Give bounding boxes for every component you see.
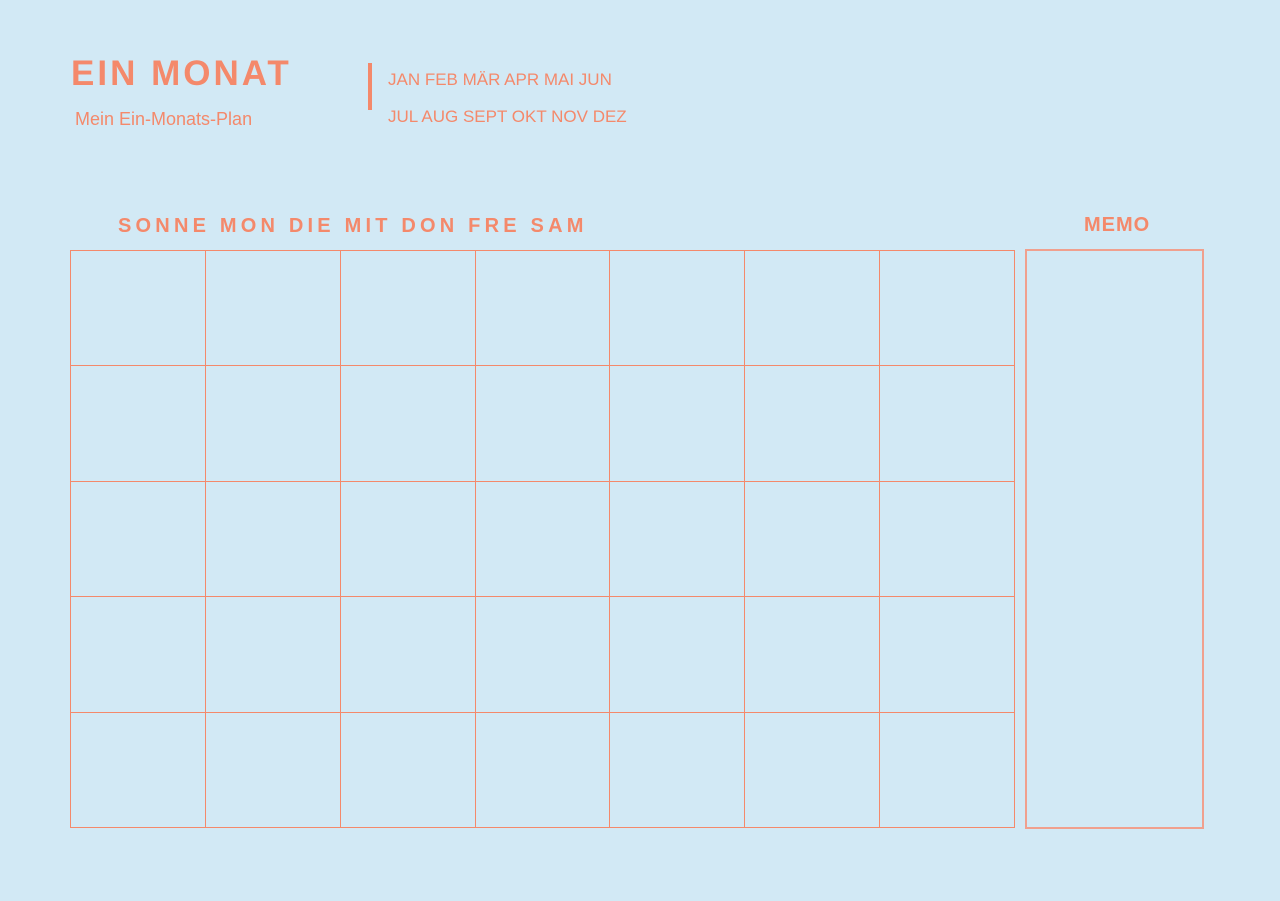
calendar-cell[interactable] <box>610 481 746 598</box>
memo-box[interactable] <box>1025 249 1204 829</box>
calendar-cell[interactable] <box>475 481 611 598</box>
calendar-cell[interactable] <box>340 597 476 713</box>
page-title: EIN MONAT <box>71 54 292 93</box>
calendar-cell[interactable] <box>880 712 1015 828</box>
calendar-cell[interactable] <box>205 712 341 828</box>
calendar-cell[interactable] <box>880 251 1015 367</box>
calendar-cell[interactable] <box>340 251 476 367</box>
calendar-cell[interactable] <box>745 712 881 828</box>
calendar-cell[interactable] <box>340 712 476 828</box>
months-row-1: JAN FEB MÄR APR MAI JUN <box>388 70 612 89</box>
header-divider <box>368 63 372 110</box>
calendar-cell[interactable] <box>610 597 746 713</box>
calendar-cell[interactable] <box>880 481 1015 598</box>
weekday-header: SONNE MON DIE MIT DON FRE SAM <box>118 215 588 237</box>
months-row-2: JUL AUG SEPT OKT NOV DEZ <box>388 107 627 126</box>
calendar-cell[interactable] <box>475 251 611 367</box>
calendar-cell[interactable] <box>745 481 881 598</box>
calendar-cell[interactable] <box>205 366 341 482</box>
calendar-cell[interactable] <box>610 712 746 828</box>
calendar-cell[interactable] <box>71 712 206 828</box>
calendar-cell[interactable] <box>340 481 476 598</box>
page-subtitle: Mein Ein-Monats-Plan <box>75 109 253 129</box>
calendar-cell[interactable] <box>340 366 476 482</box>
calendar-grid <box>70 250 1015 828</box>
calendar-cell[interactable] <box>475 366 611 482</box>
calendar-cell[interactable] <box>475 712 611 828</box>
memo-label: MEMO <box>1084 214 1151 236</box>
calendar-cell[interactable] <box>880 597 1015 713</box>
calendar-cell[interactable] <box>610 251 746 367</box>
calendar-cell[interactable] <box>745 597 881 713</box>
calendar-cell[interactable] <box>71 366 206 482</box>
calendar-cell[interactable] <box>475 597 611 713</box>
calendar-cell[interactable] <box>745 366 881 482</box>
calendar-cell[interactable] <box>880 366 1015 482</box>
calendar-cell[interactable] <box>71 481 206 598</box>
calendar-cell[interactable] <box>205 481 341 598</box>
calendar-cell[interactable] <box>71 251 206 367</box>
calendar-cell[interactable] <box>745 251 881 367</box>
calendar-cell[interactable] <box>71 597 206 713</box>
calendar-cell[interactable] <box>205 597 341 713</box>
calendar-cell[interactable] <box>205 251 341 367</box>
calendar-cell[interactable] <box>610 366 746 482</box>
